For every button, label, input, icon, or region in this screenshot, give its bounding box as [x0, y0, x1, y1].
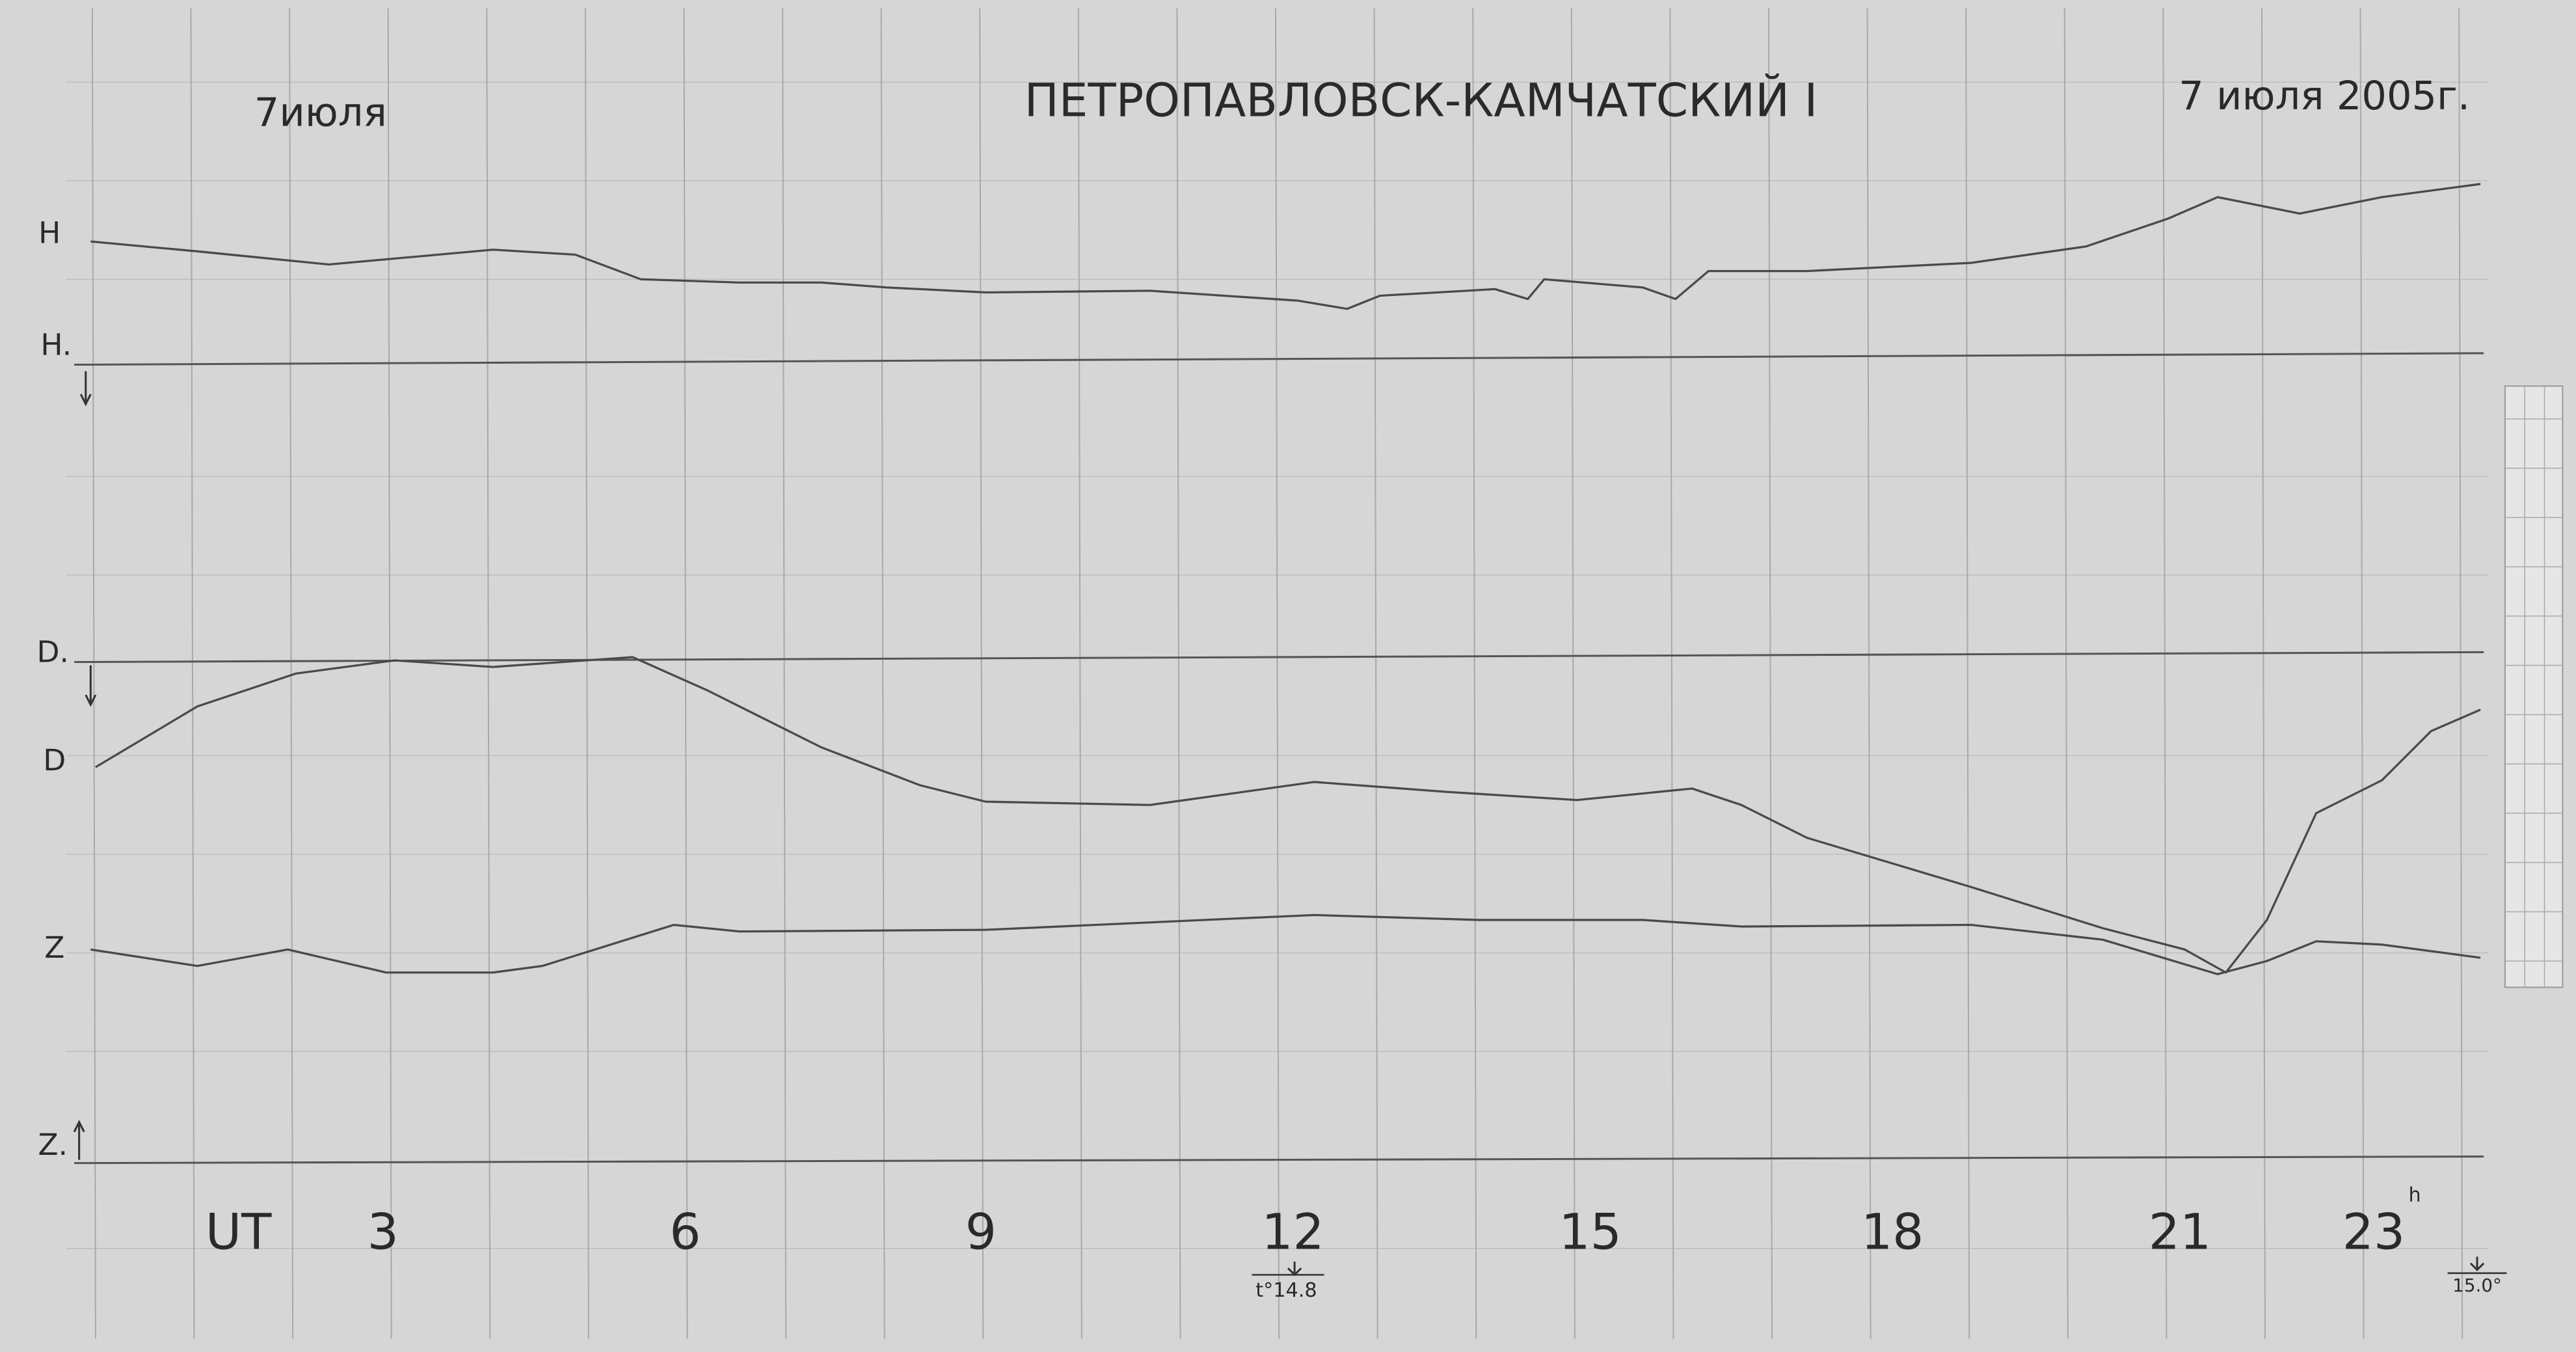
time-label: 12: [1261, 1204, 1324, 1261]
time-label: 6: [669, 1204, 701, 1261]
grid-line: [880, 8, 885, 1339]
grid-line: [1767, 8, 1773, 1339]
grid-line: [1472, 8, 1477, 1339]
trace-label: D: [43, 743, 66, 777]
trace-label: Z.: [38, 1128, 68, 1162]
grid-line: [387, 8, 392, 1339]
time-unit: UT: [206, 1204, 272, 1261]
date-left: 7июля: [254, 90, 387, 135]
grid-line: [584, 8, 589, 1339]
trace-label: Z: [44, 930, 64, 965]
grid-line: [1373, 8, 1378, 1339]
grid-line: [2261, 8, 2266, 1339]
grid-line: [1077, 8, 1082, 1339]
grid-line: [1965, 8, 1970, 1339]
time-label: 21: [2149, 1204, 2211, 1261]
temperature-note: 15.0°: [2452, 1275, 2502, 1296]
grid-line: [486, 8, 491, 1339]
grid-line: [2162, 8, 2167, 1339]
grid-line: [1275, 8, 1280, 1339]
h-baseline: [74, 352, 2484, 366]
grid-line: [1176, 8, 1181, 1339]
time-label: 18: [1861, 1204, 1924, 1261]
scale-strip: [2504, 385, 2564, 988]
vertical-grid: [91, 8, 2463, 1339]
trace-label: D.: [37, 634, 69, 669]
time-label: 9: [965, 1204, 997, 1261]
grid-line: [2359, 8, 2365, 1339]
z-trace: [90, 913, 2481, 975]
trace-label: H: [38, 216, 60, 250]
grid-line: [782, 8, 787, 1339]
grid-line: [1570, 8, 1576, 1339]
date-right: 7 июля 2005г.: [2179, 74, 2470, 119]
grid-line: [2458, 8, 2463, 1339]
grid-line: [91, 8, 96, 1339]
time-labels: 3 6 9 12 15 18 21 23: [368, 1204, 2405, 1261]
title: ПЕТРОПАВЛОВСК-КАМЧАТСКИЙ I: [1025, 73, 1818, 128]
grid-line: [1866, 8, 1872, 1339]
grid-line: [1669, 8, 1674, 1339]
grid-line: [979, 8, 984, 1339]
h-trace: [90, 183, 2481, 310]
trace-label: H.: [40, 327, 72, 362]
d-trace: [95, 656, 2481, 974]
time-label: 3: [368, 1204, 399, 1261]
time-label: 15: [1559, 1204, 1621, 1261]
arrows: [73, 371, 2485, 1277]
grid-line: [683, 8, 688, 1339]
grid-line: [190, 8, 195, 1339]
temperature-note: t°14.8: [1255, 1279, 1317, 1302]
grid-line: [2063, 8, 2069, 1339]
time-label: 23: [2342, 1204, 2405, 1261]
grid-line: [289, 8, 294, 1339]
z-baseline: [74, 1156, 2484, 1165]
hour-mark: h: [2408, 1184, 2421, 1207]
d-baseline: [74, 651, 2484, 664]
